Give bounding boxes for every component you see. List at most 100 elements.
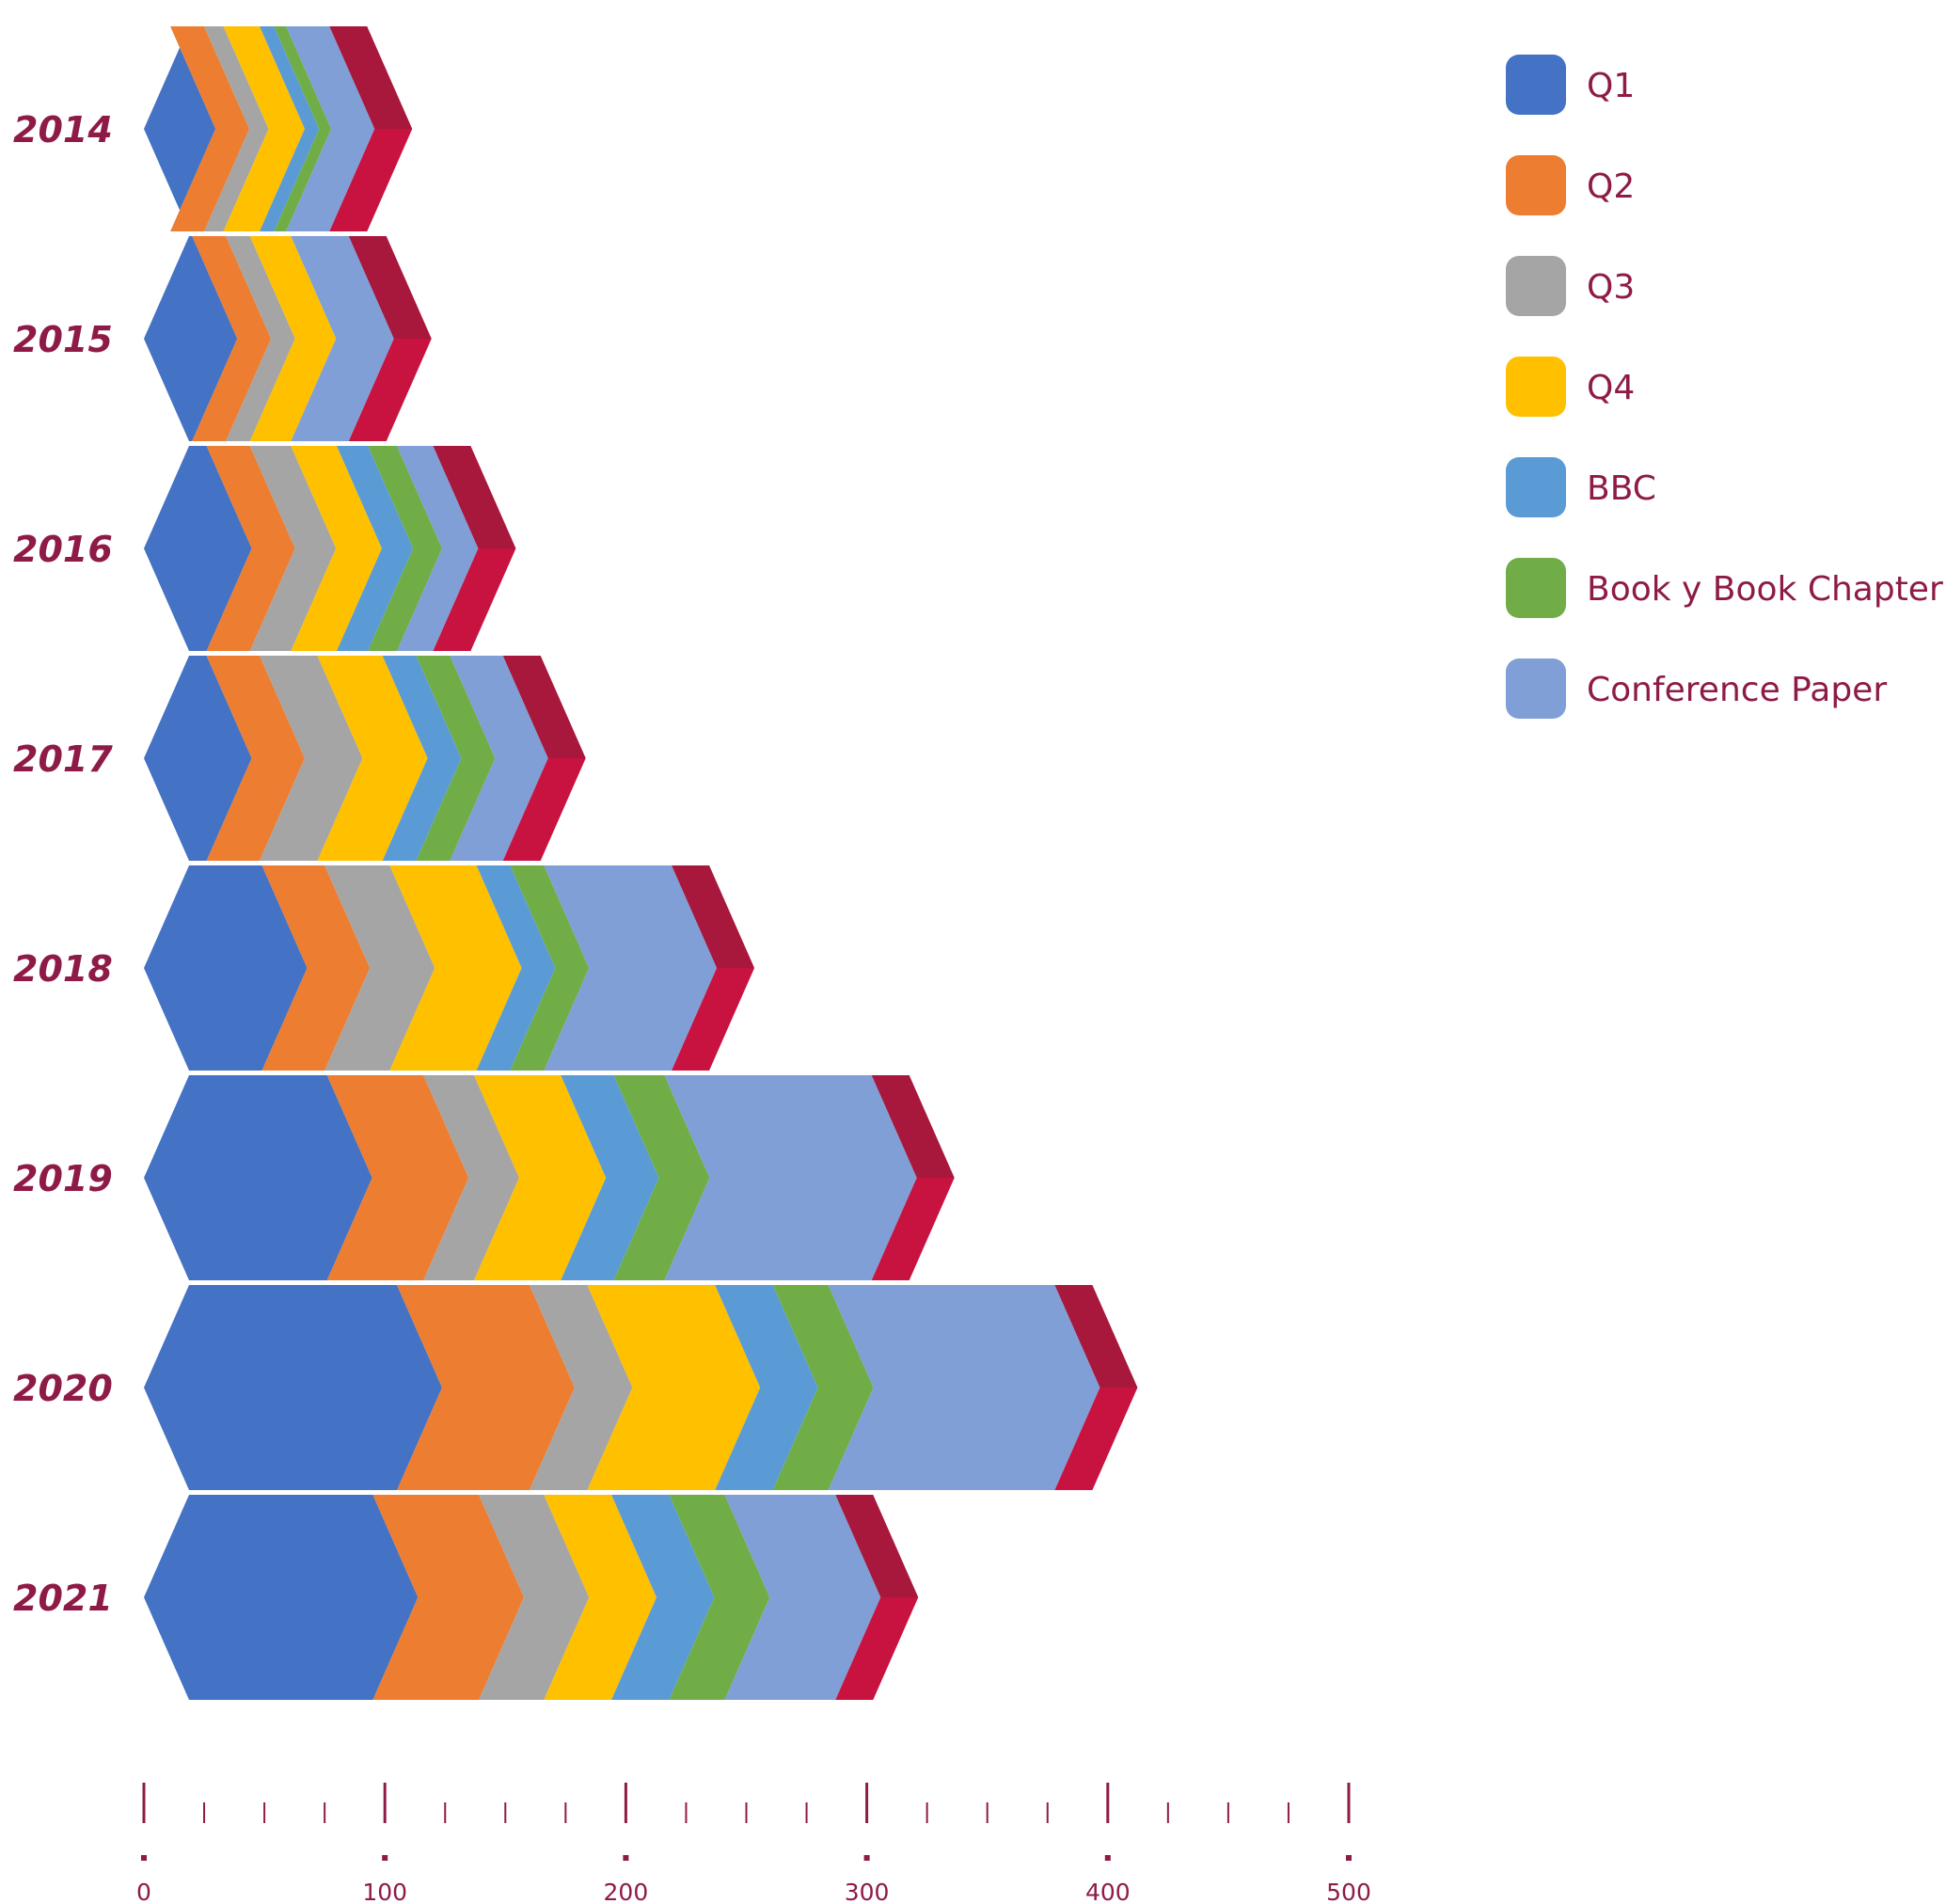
bar-segment-2015-q4 bbox=[249, 236, 337, 441]
bar-tip-lower-2018 bbox=[672, 968, 755, 1071]
tick-label-300: 300 bbox=[845, 1879, 890, 1904]
tick-label-100: 100 bbox=[362, 1879, 407, 1904]
bar-segment-2020-q1 bbox=[144, 1285, 443, 1490]
bar-segment-2014-q4 bbox=[223, 26, 305, 231]
legend-item-bbc: BBC bbox=[1506, 457, 1656, 517]
bar-segment-2017-bbc bbox=[382, 656, 462, 861]
bar-segment-2018-bbc bbox=[476, 865, 556, 1071]
bar-segment-2016-q1 bbox=[144, 446, 252, 651]
legend-swatch bbox=[1506, 256, 1566, 316]
bar-segment-2020-book-y-book-chapter bbox=[772, 1285, 874, 1490]
bar-segment-2017-q1 bbox=[144, 656, 252, 861]
bar-segment-2019-conference-paper bbox=[664, 1075, 917, 1280]
year-label-2015: 2015 bbox=[13, 319, 113, 360]
bar-segment-2016-book-y-book-chapter bbox=[368, 446, 443, 651]
legend-label: BBC bbox=[1587, 469, 1656, 508]
bar-segment-2020-q4 bbox=[587, 1285, 761, 1490]
year-label-2017: 2017 bbox=[13, 738, 113, 780]
year-label-2016: 2016 bbox=[13, 529, 113, 570]
bar-tip-lower-2019 bbox=[871, 1178, 955, 1280]
bar-segment-2021-q3 bbox=[479, 1495, 590, 1700]
legend-label: Q3 bbox=[1587, 268, 1635, 307]
bar-segment-2018-q4 bbox=[389, 865, 522, 1071]
legend-label: Q1 bbox=[1587, 67, 1635, 105]
legend-swatch bbox=[1506, 658, 1566, 719]
bar-segment-2018-q2 bbox=[261, 865, 371, 1071]
tick-label-200: 200 bbox=[604, 1879, 649, 1904]
year-label-2014: 2014 bbox=[13, 109, 113, 151]
bar-segment-2019-q3 bbox=[423, 1075, 519, 1280]
legend-swatch bbox=[1506, 457, 1566, 517]
tick-dot bbox=[141, 1855, 147, 1861]
bar-segment-2014-q3 bbox=[204, 26, 269, 231]
bar-segment-2014-conference-paper bbox=[286, 26, 375, 231]
bar-segment-2021-book-y-book-chapter bbox=[669, 1495, 770, 1700]
legend-label: Book y Book Chapter bbox=[1587, 570, 1943, 609]
bar-tip-upper-2018 bbox=[672, 865, 755, 968]
bar-row-2017 bbox=[144, 656, 586, 861]
bar-tip-upper-2014 bbox=[329, 26, 413, 129]
bar-tip-upper-2021 bbox=[835, 1495, 919, 1597]
bar-segment-2018-book-y-book-chapter bbox=[510, 865, 590, 1071]
bar-tip-lower-2014 bbox=[329, 129, 413, 231]
bar-segment-2019-bbc bbox=[561, 1075, 659, 1280]
bar-segment-2019-q4 bbox=[473, 1075, 607, 1280]
bar-tip-upper-2016 bbox=[433, 446, 516, 548]
bar-tip-upper-2017 bbox=[502, 656, 586, 758]
bar-segment-2014-q1 bbox=[144, 26, 216, 231]
bar-segment-2018-q3 bbox=[324, 865, 435, 1071]
tick-dot bbox=[863, 1855, 870, 1861]
bar-segment-2014-bbc bbox=[259, 26, 320, 231]
bar-segment-2017-q2 bbox=[206, 656, 305, 861]
bar-segment-2020-q3 bbox=[529, 1285, 633, 1490]
bar-tip-lower-2017 bbox=[502, 758, 586, 861]
tick-label-500: 500 bbox=[1326, 1879, 1371, 1904]
bar-segment-2021-bbc bbox=[611, 1495, 715, 1700]
year-label-2021: 2021 bbox=[13, 1578, 113, 1619]
bar-segment-2017-q4 bbox=[317, 656, 428, 861]
bar-segment-2018-q1 bbox=[144, 865, 308, 1071]
bar-row-2020 bbox=[144, 1285, 1138, 1490]
bar-tip-lower-2020 bbox=[1054, 1388, 1138, 1490]
bar-segment-2017-book-y-book-chapter bbox=[416, 656, 496, 861]
legend-item-q3: Q3 bbox=[1506, 256, 1635, 316]
bar-segment-2019-q2 bbox=[326, 1075, 469, 1280]
bars-layer bbox=[144, 26, 1138, 1700]
bar-row-2016 bbox=[144, 446, 516, 651]
legend-item-q2: Q2 bbox=[1506, 155, 1635, 215]
tick-dot bbox=[382, 1855, 388, 1861]
bar-segment-2019-q1 bbox=[144, 1075, 372, 1280]
bar-segment-2014-q2 bbox=[170, 26, 250, 231]
bar-segment-2019-book-y-book-chapter bbox=[613, 1075, 710, 1280]
tick-dot bbox=[623, 1855, 629, 1861]
bar-segment-2016-bbc bbox=[336, 446, 414, 651]
bar-segment-2018-conference-paper bbox=[544, 865, 718, 1071]
bar-segment-2015-q2 bbox=[192, 236, 272, 441]
legend: Q1 Q2 Q3 Q4 BBC Book y Book Chapter Conference… bbox=[1506, 55, 1943, 719]
x-axis: 0 100 200 300 400 500 bbox=[136, 1783, 1371, 1904]
bar-segment-2016-q2 bbox=[206, 446, 295, 651]
bar-segment-2020-bbc bbox=[715, 1285, 818, 1490]
bar-segment-2016-q3 bbox=[249, 446, 337, 651]
legend-swatch bbox=[1506, 357, 1566, 417]
legend-swatch bbox=[1506, 558, 1566, 618]
bar-segment-2015-q3 bbox=[226, 236, 295, 441]
bar-row-2019 bbox=[144, 1075, 955, 1280]
bar-tip-upper-2015 bbox=[348, 236, 432, 339]
legend-item-conference-paper: Conference Paper bbox=[1506, 658, 1887, 719]
legend-swatch bbox=[1506, 55, 1566, 115]
bar-segment-2021-q1 bbox=[144, 1495, 419, 1700]
bar-segment-2015-q1 bbox=[144, 236, 238, 441]
year-labels: 2014 2015 2016 2017 2018 2019 2020 2021 bbox=[13, 109, 113, 1619]
bar-segment-2020-q2 bbox=[397, 1285, 575, 1490]
legend-item-q4: Q4 bbox=[1506, 357, 1635, 417]
tick-label-0: 0 bbox=[136, 1879, 151, 1904]
legend-label: Conference Paper bbox=[1587, 671, 1887, 709]
legend-swatch bbox=[1506, 155, 1566, 215]
bar-segment-2017-conference-paper bbox=[450, 656, 548, 861]
legend-item-q1: Q1 bbox=[1506, 55, 1635, 115]
bar-row-2015 bbox=[144, 236, 432, 441]
bar-segment-2021-q2 bbox=[372, 1495, 525, 1700]
bar-tip-lower-2016 bbox=[433, 548, 516, 651]
